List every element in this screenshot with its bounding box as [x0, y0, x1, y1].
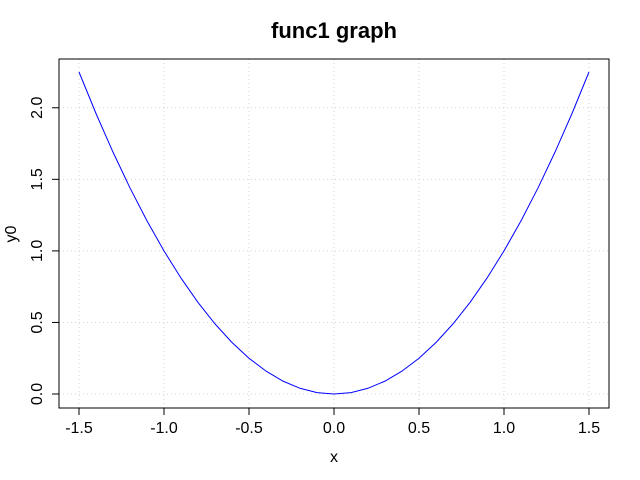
- x-axis: -1.5 -1.0 -0.5 0.0 0.5 1.0 1.5: [65, 407, 600, 437]
- x-tick-label: 0.0: [323, 420, 345, 437]
- y-tick-label: 1.5: [29, 168, 46, 190]
- y-axis: 0.0 0.5 1.0 1.5 2.0: [29, 97, 60, 405]
- x-tick-label: -0.5: [235, 420, 263, 437]
- y-tick-label: 2.0: [29, 97, 46, 119]
- x-tick-label: 1.5: [578, 420, 600, 437]
- chart-title: func1 graph: [271, 18, 397, 43]
- y-tick-label: 1.0: [29, 240, 46, 262]
- grid-lines: [59, 59, 609, 408]
- y-tick-label: 0.0: [29, 383, 46, 405]
- x-tick-label: -1.0: [150, 420, 178, 437]
- x-tick-label: 0.5: [408, 420, 430, 437]
- y-tick-label: 0.5: [29, 311, 46, 333]
- x-tick-label: 1.0: [493, 420, 515, 437]
- y-axis-label: y0: [3, 225, 20, 242]
- series-layer: [78, 71, 590, 395]
- series-line: [78, 71, 590, 395]
- x-axis-label: x: [330, 449, 338, 466]
- x-tick-label: -1.5: [65, 420, 93, 437]
